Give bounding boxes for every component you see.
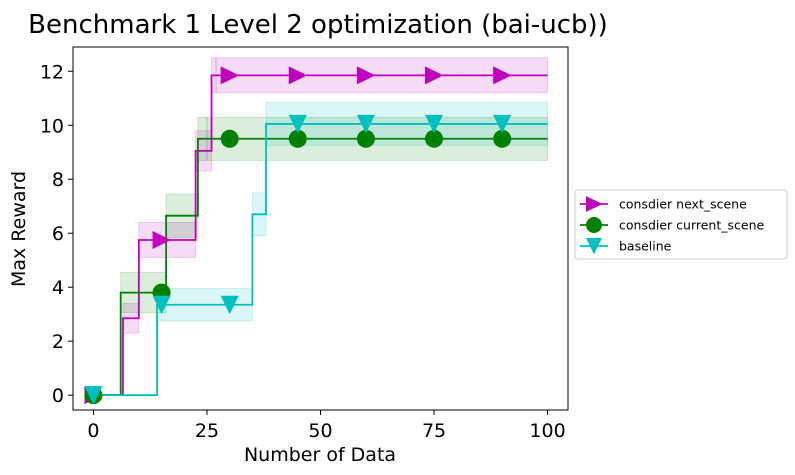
x-tick-label: 75 [422,420,446,442]
series-marker-0-1 [152,230,172,249]
series-marker-2-2 [220,295,239,315]
y-axis-label: Max Reward [8,171,30,287]
legend-marker-0 [586,196,603,212]
series-line-0 [93,74,548,397]
y-tick-label: 12 [40,61,64,83]
series-marker-0-4 [356,66,376,85]
x-tick-label: 100 [529,420,565,442]
series-marker-2-0 [84,386,103,405]
series-marker-1-4 [356,129,375,148]
x-axis-label: Number of Data [244,444,396,466]
series-marker-2-6 [493,114,512,134]
x-tick-label: 50 [308,420,332,442]
confidence-bands [120,57,548,334]
series-lines [93,74,548,397]
x-tick-label: 0 [87,420,99,442]
series-marker-1-3 [288,129,307,148]
legend-label-2: baseline [619,239,672,254]
legend-marker-2 [586,238,602,255]
chart-title: Benchmark 1 Level 2 optimization (bai-uc… [28,10,608,40]
legend-frame [574,189,788,260]
y-tick-label: 4 [52,277,64,299]
y-tick-label: 0 [52,385,64,407]
y-tick-label: 8 [52,169,64,191]
series-line-2 [93,123,548,397]
y-tick-label: 2 [52,331,64,353]
y-axis: 0 2 4 6 8 10 12 [40,61,73,407]
legend-marker-1 [586,217,602,233]
legend-label-0: consdier next_scene [619,197,747,212]
series-marker-0-2 [220,66,240,85]
x-tick-label: 25 [195,420,219,442]
legend-label-1: consdier current_scene [619,218,765,233]
y-tick-label: 10 [40,115,64,137]
series-markers [84,66,512,405]
legend: consdier next_scene consdier current_scen… [574,189,788,260]
series-marker-1-6 [493,129,512,148]
series-marker-2-3 [288,114,307,134]
series-marker-1-5 [425,129,444,148]
series-marker-2-5 [425,114,444,134]
y-tick-label: 6 [52,223,64,245]
series-marker-2-1 [152,295,171,315]
series-marker-0-3 [288,66,308,85]
series-marker-2-4 [356,114,375,134]
series-marker-0-6 [493,66,512,85]
series-marker-1-2 [220,129,239,148]
series-line-1 [93,137,548,397]
x-axis: 0 25 50 75 100 [87,410,566,442]
series-marker-0-5 [425,66,444,85]
